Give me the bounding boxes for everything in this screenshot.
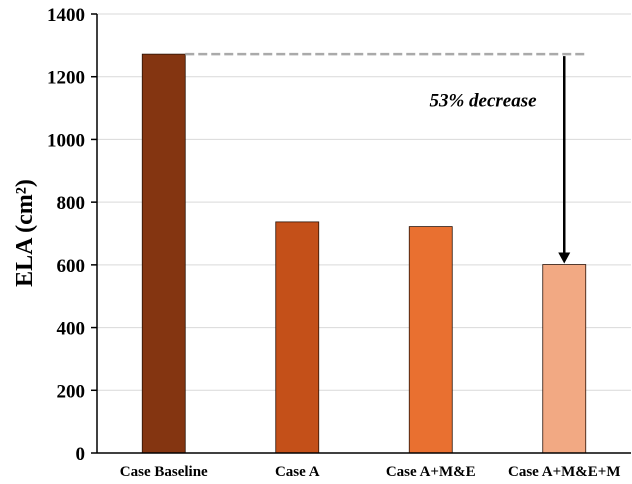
y-tick-label: 200 — [57, 381, 86, 402]
bar — [275, 221, 320, 454]
y-tick-label: 600 — [57, 256, 86, 277]
annotation: 53% decrease — [185, 52, 586, 264]
y-tick-label: 800 — [57, 193, 86, 214]
y-tick-label: 1000 — [47, 130, 85, 151]
y-axis-label: ELA (cm²) — [12, 179, 38, 287]
bar — [141, 53, 186, 454]
x-tick-label: Case A+M&E — [386, 464, 476, 480]
x-tick-label: Case A+M&E+M — [508, 464, 621, 480]
y-tick-label: 1200 — [47, 68, 85, 89]
decrease-arrow-head — [558, 252, 571, 264]
x-tick-label: Case A — [275, 464, 320, 480]
x-tick-label: Case Baseline — [120, 464, 208, 480]
y-tick-label: 400 — [57, 319, 86, 340]
x-tick-labels: Case Baseline Case A Case A+M&E Case A+M&E+… — [120, 464, 621, 480]
bar — [542, 264, 587, 454]
gridlines — [97, 13, 631, 391]
axes — [96, 14, 631, 454]
y-tick-label: 0 — [76, 444, 86, 465]
decrease-annotation: 53% decrease — [429, 90, 537, 111]
bars — [141, 53, 587, 454]
y-tick-label: 1400 — [47, 5, 85, 26]
bar — [408, 226, 453, 454]
y-ticks: 0 200 400 600 800 1000 1200 1400 — [47, 5, 97, 465]
